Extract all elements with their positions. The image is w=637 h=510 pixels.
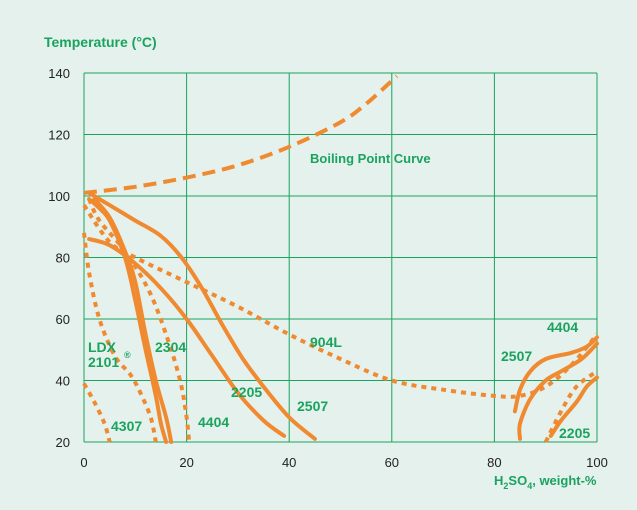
label-2205-left: 2205 — [231, 384, 262, 400]
curves — [82, 74, 599, 444]
label-4404-left: 4404 — [198, 414, 229, 430]
label-boiling-point-curve: Boiling Point Curve — [310, 151, 431, 166]
label-2205-right: 2205 — [559, 425, 590, 441]
label-2507-right: 2507 — [501, 348, 532, 364]
series-904l-dotted-1 — [82, 204, 599, 399]
label-registered-mark: ® — [124, 350, 131, 360]
label-4404-right: 4404 — [547, 319, 578, 335]
series-4307-dotted-5 — [82, 382, 112, 443]
y-tick-label: 20 — [56, 435, 70, 450]
x-tick-label: 40 — [282, 455, 296, 470]
x-axis-label: H2SO4, weight-% — [494, 473, 597, 491]
label-904l: 904L — [310, 334, 342, 350]
series-2205-solid-10 — [548, 375, 599, 438]
y-tick-label: 60 — [56, 312, 70, 327]
tick-labels: 20 40 60 80 100 120 140 0 20 40 60 80 100 — [48, 66, 608, 470]
label-2507-left: 2507 — [297, 398, 328, 414]
x-label-sub-4: 4 — [527, 481, 532, 491]
y-tick-label: 40 — [56, 374, 70, 389]
label-4307: 4307 — [111, 418, 142, 434]
x-label-suffix: , weight-% — [532, 473, 597, 488]
label-2304: 2304 — [155, 339, 186, 355]
series-ldx-2101-dotted-6 — [82, 232, 158, 443]
x-label-sub-2: 2 — [503, 481, 508, 491]
y-tick-label: 100 — [48, 189, 70, 204]
x-tick-label: 20 — [179, 455, 193, 470]
x-tick-label: 100 — [586, 455, 608, 470]
x-tick-label: 60 — [385, 455, 399, 470]
series-2205-solid-9 — [87, 237, 287, 438]
y-axis-label: Temperature (°C) — [44, 34, 157, 50]
series-2507-solid-12 — [517, 341, 599, 441]
x-tick-label: 0 — [80, 455, 87, 470]
y-tick-label: 120 — [48, 128, 70, 143]
x-label-h: H — [494, 473, 503, 488]
series-2507-solid-11 — [87, 190, 317, 441]
series-4404-solid-3 — [512, 335, 599, 414]
series-4404-dotted-2 — [87, 198, 192, 443]
x-tick-label: 80 — [487, 455, 501, 470]
grid — [83, 72, 598, 443]
series-ldx-2101-solid-8 — [87, 197, 169, 444]
label-ldx: LDX — [88, 339, 117, 355]
y-tick-label: 140 — [48, 66, 70, 81]
series-boiling-point-curve-dashed-0 — [83, 74, 399, 195]
x-label-so: SO — [508, 473, 527, 488]
label-2101: 2101 — [88, 354, 119, 370]
y-tick-label: 80 — [56, 251, 70, 266]
